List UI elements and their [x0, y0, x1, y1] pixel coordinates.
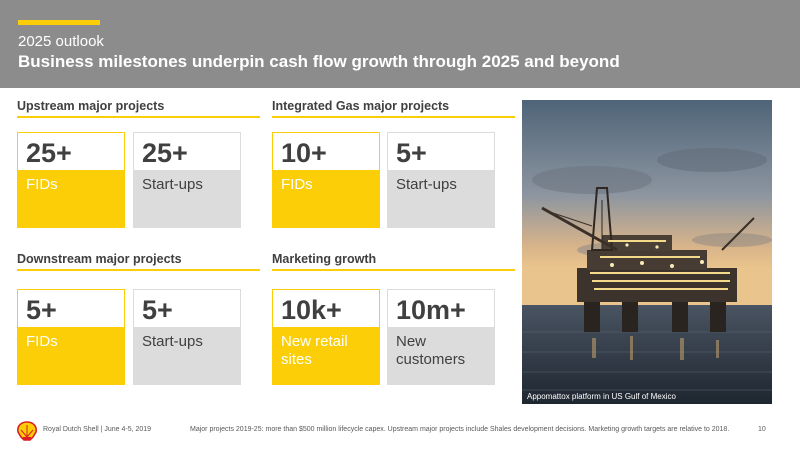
- section-heading: Downstream major projects: [17, 252, 182, 266]
- tile-downstream-startups: 5+ Start-ups: [133, 289, 241, 385]
- section-rule: [272, 269, 515, 271]
- tile-marketing-retail-sites: 10k+ New retail sites: [272, 289, 380, 385]
- section-downstream: Downstream major projects: [17, 251, 260, 271]
- footer-company: Royal Dutch Shell | June 4-5, 2019: [43, 426, 152, 433]
- section-marketing: Marketing growth: [272, 251, 515, 271]
- tile-gas-fids: 10+ FIDs: [272, 132, 380, 228]
- section-rule: [272, 116, 515, 118]
- slide-kicker: 2025 outlook: [18, 33, 104, 50]
- tile-label: Start-ups: [388, 170, 494, 227]
- tile-label: FIDs: [18, 327, 124, 384]
- tile-label: FIDs: [18, 170, 124, 227]
- tile-value: 5+: [388, 133, 494, 171]
- section-rule: [17, 116, 260, 118]
- section-heading: Integrated Gas major projects: [272, 99, 450, 113]
- accent-bar: [18, 20, 100, 25]
- tile-marketing-customers: 10m+ New customers: [387, 289, 495, 385]
- tile-label: New customers: [388, 327, 494, 384]
- tile-value: 10m+: [388, 290, 494, 328]
- slide-header: 2025 outlook Business milestones underpi…: [0, 0, 800, 88]
- tile-label: Start-ups: [134, 170, 240, 227]
- slide-footer: Royal Dutch Shell | June 4-5, 2019 Major…: [0, 420, 800, 444]
- tile-label: FIDs: [273, 170, 379, 227]
- section-heading: Marketing growth: [272, 252, 377, 266]
- tile-upstream-startups: 25+ Start-ups: [133, 132, 241, 228]
- tile-value: 5+: [134, 290, 240, 328]
- footer-note: Major projects 2019-25: more than $500 m…: [190, 426, 730, 433]
- platform-photo: Appomattox platform in US Gulf of Mexico: [522, 100, 772, 404]
- photo-caption: Appomattox platform in US Gulf of Mexico: [527, 392, 676, 401]
- section-heading: Upstream major projects: [17, 99, 165, 113]
- tile-gas-startups: 5+ Start-ups: [387, 132, 495, 228]
- tile-value: 25+: [134, 133, 240, 171]
- tile-upstream-fids: 25+ FIDs: [17, 132, 125, 228]
- tile-downstream-fids: 5+ FIDs: [17, 289, 125, 385]
- slide-title: Business milestones underpin cash flow g…: [18, 52, 620, 71]
- page-number: 10: [758, 426, 766, 433]
- offshore-platform-image: [522, 100, 772, 404]
- tile-value: 10+: [273, 133, 379, 171]
- tile-label: New retail sites: [273, 327, 379, 384]
- section-rule: [17, 269, 260, 271]
- section-upstream: Upstream major projects: [17, 98, 260, 118]
- tile-label: Start-ups: [134, 327, 240, 384]
- tile-value: 10k+: [273, 290, 379, 328]
- tile-value: 5+: [18, 290, 124, 328]
- section-integrated-gas: Integrated Gas major projects: [272, 98, 515, 118]
- shell-logo-icon: [17, 421, 37, 441]
- tile-value: 25+: [18, 133, 124, 171]
